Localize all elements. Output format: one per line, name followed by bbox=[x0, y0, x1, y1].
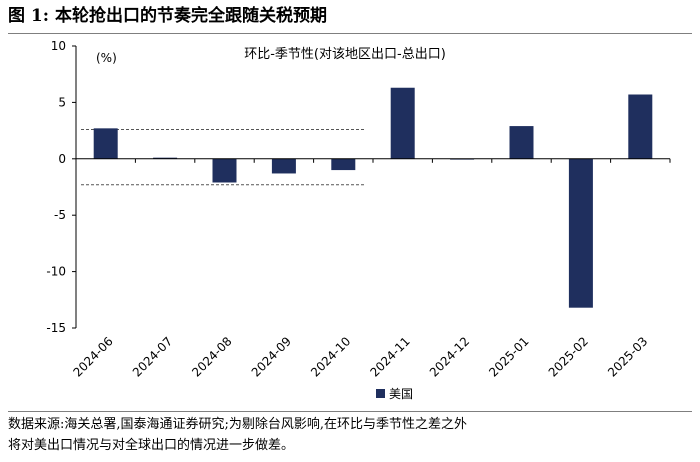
legend-label: 美国 bbox=[389, 387, 413, 401]
x-tick-label-2024-10: 2024-10 bbox=[308, 334, 353, 379]
x-tick-label-2024-11: 2024-11 bbox=[367, 334, 412, 379]
bar-2025-01 bbox=[509, 126, 534, 159]
chart-title: 环比-季节性(对该地区出口-总出口) bbox=[244, 47, 446, 62]
y-tick-label-0: 0 bbox=[58, 152, 66, 166]
y-tick-label-5: 5 bbox=[58, 95, 66, 109]
figure-title: 图 1: 本轮抢出口的节奏完全跟随关税预期 bbox=[8, 6, 327, 26]
x-tick-label-2024-09: 2024-09 bbox=[249, 334, 294, 379]
x-tick-label-2025-01: 2025-01 bbox=[486, 334, 531, 379]
x-tick-label-2024-08: 2024-08 bbox=[189, 334, 234, 379]
x-tick-label-2024-07: 2024-07 bbox=[130, 334, 175, 379]
legend-swatch bbox=[376, 389, 385, 398]
source-line-2: 将对美出口情况与对全球出口的情况进一步做差。 bbox=[8, 438, 295, 453]
source-line-1: 数据来源:海关总署,国泰海通证券研究;为剔除台风影响,在环比与季节性之差之外 bbox=[8, 417, 468, 432]
bar-2024-07 bbox=[153, 157, 178, 159]
bar-2024-11 bbox=[390, 87, 415, 159]
x-tick-label-2025-03: 2025-03 bbox=[605, 334, 650, 379]
bar-2025-02 bbox=[568, 158, 593, 308]
x-tick-label-2025-02: 2025-02 bbox=[546, 334, 591, 379]
bar-2024-10 bbox=[331, 158, 356, 171]
bar-2025-03 bbox=[628, 94, 653, 159]
x-tick-label-2024-12: 2024-12 bbox=[427, 334, 472, 379]
bar-2024-08 bbox=[212, 158, 237, 183]
bar-2024-09 bbox=[271, 158, 296, 174]
y-tick-label-10: 10 bbox=[51, 39, 66, 53]
bar-2024-06 bbox=[93, 128, 118, 159]
y-tick-label--15: -15 bbox=[46, 321, 66, 335]
bottom-rule bbox=[8, 411, 692, 412]
y-tick-label--10: -10 bbox=[46, 265, 66, 279]
x-tick-label-2024-06: 2024-06 bbox=[70, 334, 115, 379]
source-note: 数据来源:海关总署,国泰海通证券研究;为剔除台风影响,在环比与季节性之差之外 将… bbox=[8, 414, 692, 456]
top-rule bbox=[8, 33, 692, 34]
y-tick-label--5: -5 bbox=[54, 208, 66, 222]
bar-chart: 环比-季节性(对该地区出口-总出口) (%) 10 5 0 -5 -10 -15 2024… bbox=[46, 39, 671, 401]
unit-label: (%) bbox=[96, 51, 117, 65]
